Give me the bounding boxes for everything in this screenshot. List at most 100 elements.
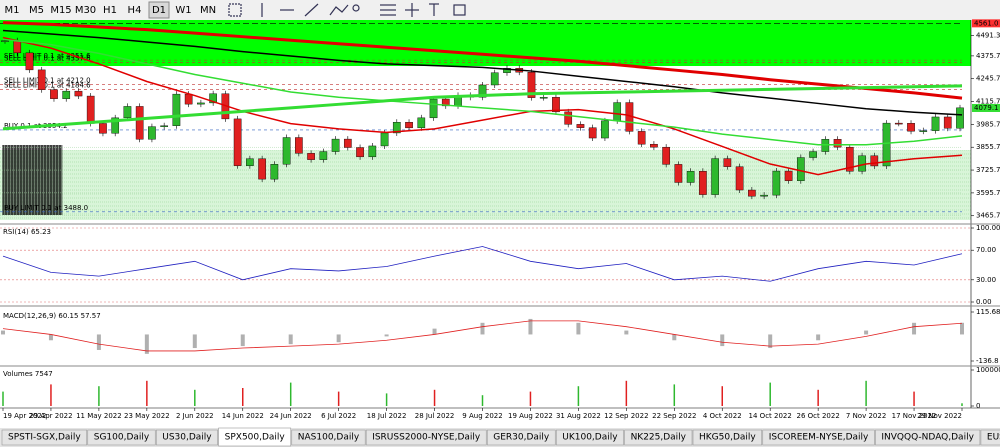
timeframe-button[interactable]: W1 [175, 5, 191, 16]
tab-label[interactable]: SPSTI-SGX,Daily [8, 433, 81, 443]
macd-bar [144, 334, 149, 354]
tab-label[interactable]: SPX500,Daily [225, 433, 286, 443]
chart-tab[interactable]: INVQQQ-NDAQ,Daily [875, 429, 981, 446]
candle [674, 164, 683, 183]
tab-box[interactable] [692, 429, 763, 446]
candle [796, 157, 805, 181]
tab-box[interactable] [1, 429, 88, 446]
chart-tab[interactable]: SG100,Daily [87, 429, 156, 446]
candle [417, 117, 426, 129]
candle [858, 155, 866, 172]
candle [894, 122, 903, 125]
candle [209, 93, 217, 104]
tab-label[interactable]: US30,Daily [162, 433, 212, 443]
timeframe-button[interactable]: H1 [103, 5, 117, 16]
timeframe-button[interactable]: M15 [50, 5, 71, 16]
timeframe-button[interactable]: D1 [152, 5, 166, 16]
candle [907, 123, 915, 132]
chart-tab[interactable]: ISCOREEM-NYSE,Daily [762, 429, 875, 446]
chart-tab[interactable]: NAS100,Daily [291, 429, 366, 446]
timeframe-button[interactable]: MN [200, 5, 216, 16]
tab-label[interactable]: GER30,Daily [493, 433, 550, 443]
tab-box[interactable] [87, 429, 156, 446]
x-tick-label: 26 Oct 2022 [797, 412, 840, 420]
y-tick-label: -136.8 [976, 357, 999, 365]
macd-signal [2, 320, 963, 352]
candle [74, 90, 83, 97]
tab-label[interactable]: ISRUSS2000-NYSE,Daily [372, 433, 481, 443]
candle [233, 118, 242, 166]
macd-bar [912, 322, 917, 335]
moving-average [2, 84, 963, 131]
timeframe-button[interactable]: M1 [5, 5, 20, 16]
tab-box[interactable] [624, 429, 693, 446]
candle [295, 137, 303, 154]
timeframe-button[interactable]: M5 [29, 5, 44, 16]
candle [478, 84, 487, 98]
active-timeframe [148, 1, 170, 19]
tab-label[interactable]: ISCOREEM-NYSE,Daily [769, 433, 869, 443]
x-tick-label: 6 Jul 2022 [321, 412, 356, 420]
tab-label[interactable]: NAS100,Daily [298, 433, 360, 443]
chart-tab[interactable]: EUSTX50,Daily [980, 429, 1000, 446]
timeframe-button[interactable]: M30 [75, 5, 96, 16]
candle [50, 89, 58, 99]
macd-bar [624, 330, 629, 335]
x-tick-label: 2 Jun 2022 [176, 412, 214, 420]
candle [123, 106, 132, 119]
tab-box[interactable] [291, 429, 366, 446]
tab-box[interactable] [155, 429, 218, 446]
x-tick-label: 23 May 2022 [124, 412, 170, 420]
y-tick-label: 4375.7 [976, 52, 1000, 60]
x-tick-label: 19 Aug 2022 [508, 412, 553, 420]
y-tick-label: 3855.7 [976, 143, 1000, 151]
y-tick-label: 70.00 [976, 246, 996, 254]
chart-tab[interactable]: SPSTI-SGX,Daily [1, 429, 88, 446]
timeframe-button[interactable]: H4 [128, 5, 142, 16]
x-tick-label: 29 Apr 2022 [29, 412, 72, 420]
tab-label[interactable]: INVQQQ-NDAQ,Daily [881, 433, 974, 443]
tab-label[interactable]: SG100,Daily [94, 433, 150, 443]
candle [552, 97, 560, 113]
chart-tab[interactable]: US30,Daily [155, 429, 218, 446]
candle [392, 122, 401, 134]
chart-tab[interactable]: SPX500,Daily [218, 427, 292, 447]
indicator-label: Volumes 7547 [3, 370, 53, 378]
candle [919, 130, 928, 132]
tab-box[interactable] [555, 429, 624, 446]
order-label: SELL LIMIT 0.1 at 4184.6 [4, 81, 91, 89]
candle [772, 170, 781, 196]
macd-bar [336, 334, 341, 343]
tab-box[interactable] [875, 429, 981, 446]
indicator-label: MACD(12,26,9) 60.15 57.57 [3, 312, 101, 320]
y-tick-label: 30.00 [976, 276, 996, 284]
tab-label[interactable]: HKG50,Daily [699, 433, 756, 443]
chart-tab[interactable]: HKG50,Daily [692, 429, 763, 446]
candle [882, 122, 891, 167]
candle [135, 106, 144, 140]
candle [943, 116, 952, 129]
chart-tab[interactable]: NK225,Daily [624, 429, 693, 446]
candle [184, 93, 193, 105]
chart-tab[interactable]: GER30,Daily [486, 429, 556, 446]
tab-box[interactable] [486, 429, 556, 446]
resistance-zone [0, 20, 971, 66]
chart-tab[interactable]: ISRUSS2000-NYSE,Daily [365, 429, 487, 446]
candle [441, 98, 450, 107]
y-tick-label: 115.68 [976, 308, 1000, 316]
x-tick-label: 4 Oct 2022 [703, 412, 742, 420]
tab-box[interactable] [980, 429, 1000, 446]
tab-box[interactable] [365, 429, 487, 446]
candle [197, 102, 205, 105]
tab-label[interactable]: EUSTX50,Daily [987, 433, 1000, 443]
tab-label[interactable]: NK225,Daily [631, 433, 687, 443]
tab-label[interactable]: UK100,Daily [562, 433, 618, 443]
y-tick-label: 3465.7 [976, 212, 1000, 220]
tab-box[interactable] [762, 429, 875, 446]
moving-average [2, 21, 963, 100]
macd-bar [96, 334, 101, 350]
macd-bar [1, 330, 5, 335]
tab-box[interactable] [218, 427, 292, 447]
chart-tab[interactable]: UK100,Daily [555, 429, 624, 446]
